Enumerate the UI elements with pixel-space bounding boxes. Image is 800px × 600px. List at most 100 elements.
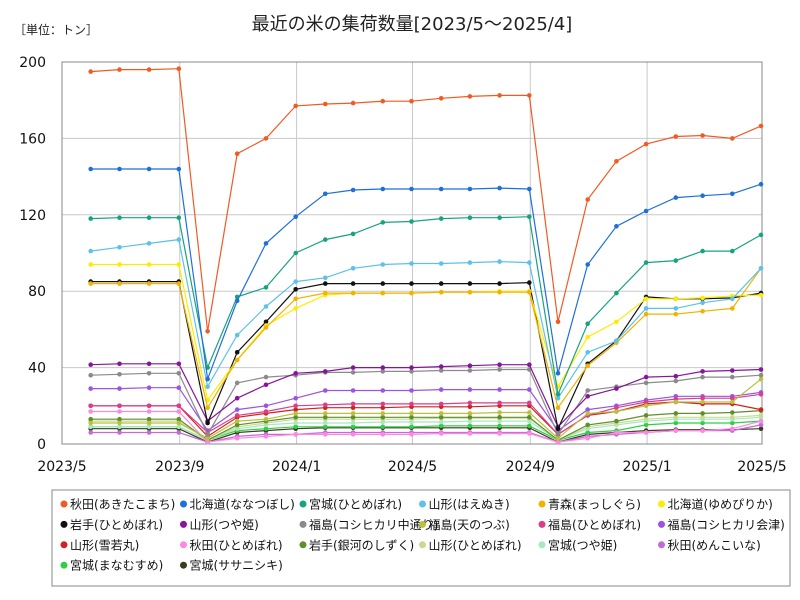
data-point bbox=[176, 385, 182, 391]
series-line bbox=[90, 368, 762, 436]
series-layer bbox=[88, 66, 764, 445]
data-point bbox=[730, 420, 735, 426]
data-point bbox=[293, 371, 299, 376]
data-point bbox=[467, 400, 473, 406]
legend-marker bbox=[60, 561, 68, 569]
data-point bbox=[176, 409, 182, 414]
data-point bbox=[117, 430, 122, 435]
data-point bbox=[380, 262, 386, 267]
data-point bbox=[497, 410, 502, 415]
x-tick-label: 2023/9 bbox=[155, 459, 204, 475]
data-point bbox=[88, 403, 93, 409]
data-point bbox=[350, 432, 356, 437]
data-point bbox=[555, 426, 561, 432]
data-point bbox=[205, 432, 210, 437]
data-point bbox=[263, 304, 269, 309]
data-point bbox=[700, 193, 705, 198]
data-point bbox=[176, 281, 182, 286]
data-point bbox=[350, 100, 356, 106]
data-point bbox=[234, 357, 240, 363]
data-point bbox=[146, 67, 152, 72]
data-point bbox=[146, 385, 152, 391]
data-point bbox=[614, 386, 619, 391]
data-point bbox=[527, 289, 532, 295]
data-point bbox=[643, 311, 649, 317]
legend-marker bbox=[538, 500, 546, 508]
chart-title: 最近の米の集荷数量[2023/5〜2025/4] bbox=[252, 14, 573, 35]
data-point bbox=[643, 403, 649, 409]
data-point bbox=[730, 395, 735, 401]
series-line bbox=[90, 410, 762, 443]
data-point bbox=[438, 261, 444, 266]
legend-label: 秋田(あきたこまち) bbox=[70, 498, 175, 512]
data-point bbox=[380, 186, 386, 192]
data-point bbox=[234, 422, 240, 428]
data-point bbox=[730, 248, 735, 254]
data-point bbox=[497, 423, 502, 429]
data-point bbox=[293, 250, 299, 256]
data-point bbox=[585, 430, 590, 435]
data-point bbox=[758, 413, 764, 418]
legend-label: 宮城(まなむすめ) bbox=[70, 558, 163, 573]
plot-frame bbox=[61, 61, 763, 445]
series-line bbox=[90, 281, 762, 431]
data-point bbox=[409, 432, 414, 437]
data-point bbox=[234, 413, 240, 418]
legend: 秋田(あきたこまち) 北海道(ななつぼし) 宮城(ひとめぼれ) 山形(はえぬき) 青森(… bbox=[51, 489, 791, 587]
data-point bbox=[117, 67, 122, 72]
legend-label: 宮城(ササニシキ) bbox=[190, 558, 283, 573]
data-point bbox=[293, 415, 299, 420]
gridlines bbox=[61, 61, 763, 445]
legend-marker bbox=[419, 520, 426, 528]
series-line bbox=[90, 393, 762, 436]
data-point bbox=[117, 424, 122, 430]
data-point bbox=[643, 416, 649, 422]
data-point bbox=[700, 248, 705, 254]
data-point bbox=[146, 430, 152, 435]
data-point bbox=[323, 281, 328, 286]
data-point bbox=[585, 394, 590, 399]
data-point bbox=[585, 321, 590, 327]
data-point bbox=[409, 281, 414, 286]
data-point bbox=[293, 424, 299, 430]
data-point bbox=[673, 428, 679, 433]
legend-marker bbox=[60, 500, 68, 508]
legend-marker bbox=[538, 520, 546, 528]
data-point bbox=[497, 362, 502, 368]
data-point bbox=[146, 424, 152, 430]
data-point bbox=[293, 403, 299, 409]
data-point bbox=[88, 262, 93, 267]
data-point bbox=[614, 319, 619, 325]
data-point bbox=[585, 436, 590, 441]
data-point bbox=[438, 281, 444, 286]
data-point bbox=[263, 241, 269, 246]
data-point bbox=[117, 403, 122, 409]
data-point bbox=[700, 133, 705, 138]
data-point bbox=[146, 166, 152, 172]
data-point bbox=[643, 306, 649, 311]
data-point bbox=[614, 409, 619, 414]
data-point bbox=[88, 416, 93, 422]
data-point bbox=[146, 241, 152, 246]
data-point bbox=[293, 287, 299, 292]
data-point bbox=[323, 432, 328, 437]
data-point bbox=[293, 279, 299, 284]
data-point bbox=[700, 399, 705, 405]
data-point bbox=[409, 411, 414, 416]
series-line bbox=[90, 363, 762, 428]
data-point bbox=[409, 261, 414, 266]
legend-label: 福島(天のつぶ) bbox=[429, 517, 510, 532]
data-point bbox=[380, 424, 386, 430]
data-point bbox=[263, 285, 269, 290]
series-line bbox=[90, 416, 762, 441]
data-point bbox=[350, 420, 356, 426]
data-point bbox=[467, 387, 473, 392]
data-point bbox=[263, 409, 269, 414]
data-point bbox=[146, 403, 152, 409]
data-point bbox=[117, 420, 122, 426]
data-point bbox=[730, 136, 735, 141]
data-point bbox=[263, 434, 269, 439]
data-point bbox=[117, 416, 122, 422]
series-line bbox=[90, 267, 762, 410]
data-point bbox=[88, 424, 93, 430]
